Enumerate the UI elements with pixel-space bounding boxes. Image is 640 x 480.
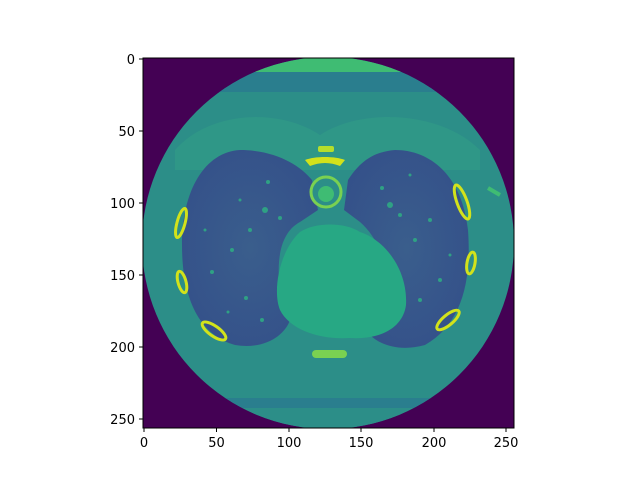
x-tick-label: 50 xyxy=(208,436,225,451)
x-axis: 0 50 100 150 200 250 xyxy=(140,428,519,451)
y-tick-label: 50 xyxy=(118,125,135,140)
y-tick-label: 150 xyxy=(110,269,135,284)
ct-image xyxy=(143,58,514,428)
heart xyxy=(276,224,407,339)
x-tick-label: 0 xyxy=(140,436,148,451)
x-tick-label: 250 xyxy=(494,436,519,451)
ribs xyxy=(174,183,477,342)
y-tick-label: 100 xyxy=(110,197,135,212)
x-tick-label: 200 xyxy=(422,436,447,451)
x-tick-label: 150 xyxy=(349,436,374,451)
axes-frame xyxy=(142,57,515,429)
right-lung xyxy=(344,150,469,348)
y-tick-label: 0 xyxy=(127,53,135,68)
left-lung xyxy=(182,150,318,346)
y-tick-label: 250 xyxy=(110,413,135,428)
y-tick-label: 200 xyxy=(110,341,135,356)
sternum xyxy=(312,350,347,358)
lung-vessels xyxy=(203,173,452,322)
y-axis: 0 50 100 150 200 250 xyxy=(110,53,143,428)
spinous-process xyxy=(305,157,345,166)
x-tick-label: 100 xyxy=(277,436,302,451)
